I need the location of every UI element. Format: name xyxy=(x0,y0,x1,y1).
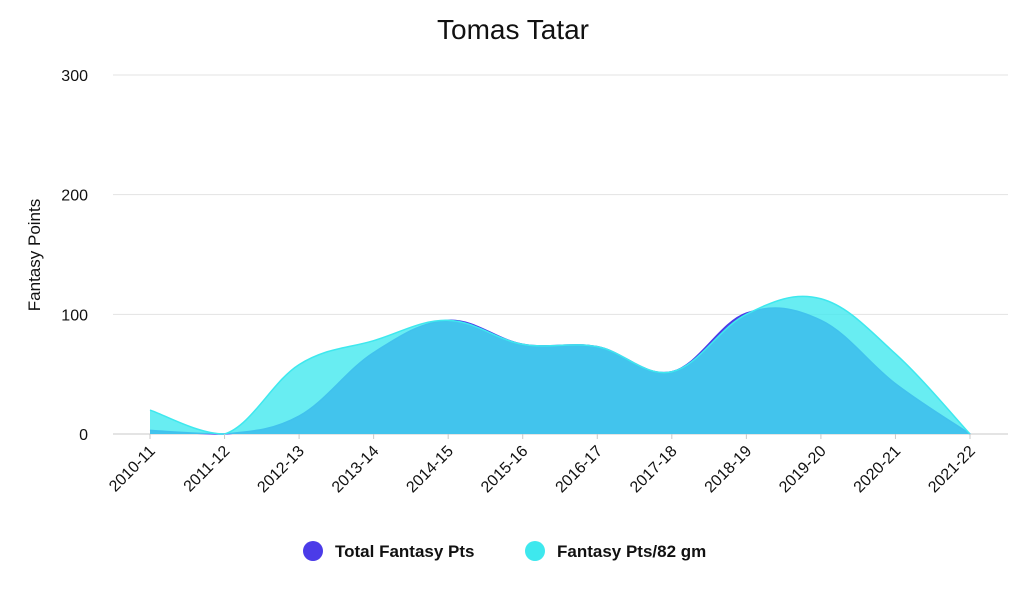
chart-title: Tomas Tatar xyxy=(437,14,589,45)
x-tick-label: 2018-19 xyxy=(702,443,756,497)
x-tick-label: 2021-22 xyxy=(925,443,979,497)
x-tick-label: 2011-12 xyxy=(181,443,234,496)
series-area-2 xyxy=(150,296,970,434)
axes: 2010-11 2011-12 2012-13 2013-14 2014-15 2015-… xyxy=(106,434,979,496)
series-line-2 xyxy=(149,295,971,435)
y-tick-label: 300 xyxy=(61,68,88,85)
x-tick-label: 2017-18 xyxy=(627,443,681,497)
x-tick-label: 2012-13 xyxy=(254,443,308,497)
x-tick-label: 2019-20 xyxy=(776,443,830,497)
legend: Total Fantasy Pts Fantasy Pts/82 gm xyxy=(303,541,706,561)
legend-label: Total Fantasy Pts xyxy=(335,542,475,561)
x-tick-label: 2015-16 xyxy=(478,443,532,497)
legend-marker xyxy=(525,541,545,561)
x-tick-label: 2010-11 xyxy=(106,443,159,496)
y-tick-label: 100 xyxy=(61,307,88,324)
x-tick-label: 2013-14 xyxy=(329,443,383,497)
series-areas xyxy=(149,295,971,435)
x-tick-label: 2020-21 xyxy=(851,443,905,497)
y-tick-label: 0 xyxy=(79,427,88,444)
y-tick-label: 200 xyxy=(61,188,88,205)
legend-label: Fantasy Pts/82 gm xyxy=(557,542,706,561)
legend-marker xyxy=(303,541,323,561)
x-tick-label: 2014-15 xyxy=(403,443,457,497)
y-axis-label: Fantasy Points xyxy=(25,199,44,311)
x-tick-label: 2016-17 xyxy=(553,443,607,497)
